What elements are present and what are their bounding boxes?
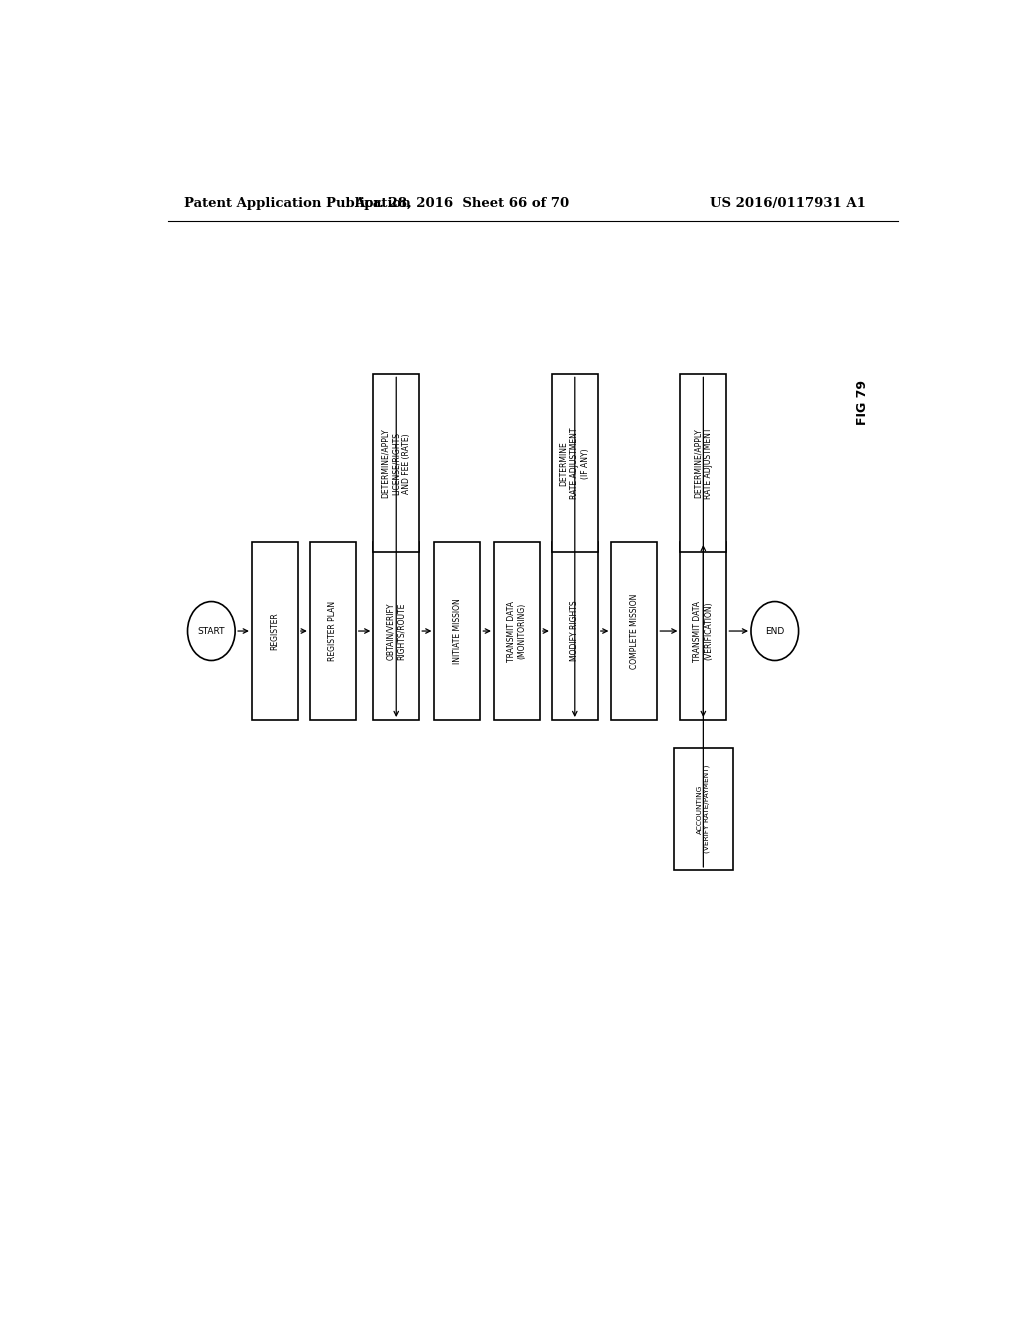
FancyBboxPatch shape xyxy=(309,543,355,719)
Text: FIG 79: FIG 79 xyxy=(856,380,868,425)
Text: ACCOUNTING
(VERIFY RATE/PAYMENT): ACCOUNTING (VERIFY RATE/PAYMENT) xyxy=(696,764,711,853)
FancyBboxPatch shape xyxy=(434,543,480,719)
Text: TRANSMIT DATA
(VERIFICATION): TRANSMIT DATA (VERIFICATION) xyxy=(693,601,714,661)
Ellipse shape xyxy=(751,602,799,660)
Text: DETERMINE
RATE ADJUSTMENT
(IF ANY): DETERMINE RATE ADJUSTMENT (IF ANY) xyxy=(559,428,590,499)
Text: US 2016/0117931 A1: US 2016/0117931 A1 xyxy=(711,197,866,210)
Text: TRANSMIT DATA
(MONITORING): TRANSMIT DATA (MONITORING) xyxy=(507,601,526,661)
FancyBboxPatch shape xyxy=(552,375,598,552)
Text: OBTAIN/VERIFY
RIGHTS/ROUTE: OBTAIN/VERIFY RIGHTS/ROUTE xyxy=(386,602,407,660)
FancyBboxPatch shape xyxy=(373,543,419,719)
FancyBboxPatch shape xyxy=(373,375,419,552)
Text: Patent Application Publication: Patent Application Publication xyxy=(183,197,411,210)
FancyBboxPatch shape xyxy=(494,543,540,719)
Ellipse shape xyxy=(187,602,236,660)
FancyBboxPatch shape xyxy=(674,748,733,870)
Text: DETERMINE/APPLY
LICENSE/RIGHTS
AND FEE (RATE): DETERMINE/APPLY LICENSE/RIGHTS AND FEE (… xyxy=(381,429,412,498)
Text: COMPLETE MISSION: COMPLETE MISSION xyxy=(630,593,639,669)
Text: END: END xyxy=(765,627,784,635)
Text: INITIATE MISSION: INITIATE MISSION xyxy=(453,598,462,664)
Text: REGISTER: REGISTER xyxy=(270,612,280,649)
Text: REGISTER PLAN: REGISTER PLAN xyxy=(329,601,337,661)
FancyBboxPatch shape xyxy=(552,543,598,719)
FancyBboxPatch shape xyxy=(680,375,726,552)
Text: DETERMINE/APPLY
RATE ADJUSTMENT: DETERMINE/APPLY RATE ADJUSTMENT xyxy=(693,428,714,499)
FancyBboxPatch shape xyxy=(611,543,657,719)
Text: START: START xyxy=(198,627,225,635)
Text: MODIFY RIGHTS: MODIFY RIGHTS xyxy=(570,601,580,661)
Text: Apr. 28, 2016  Sheet 66 of 70: Apr. 28, 2016 Sheet 66 of 70 xyxy=(353,197,569,210)
FancyBboxPatch shape xyxy=(252,543,298,719)
FancyBboxPatch shape xyxy=(680,543,726,719)
